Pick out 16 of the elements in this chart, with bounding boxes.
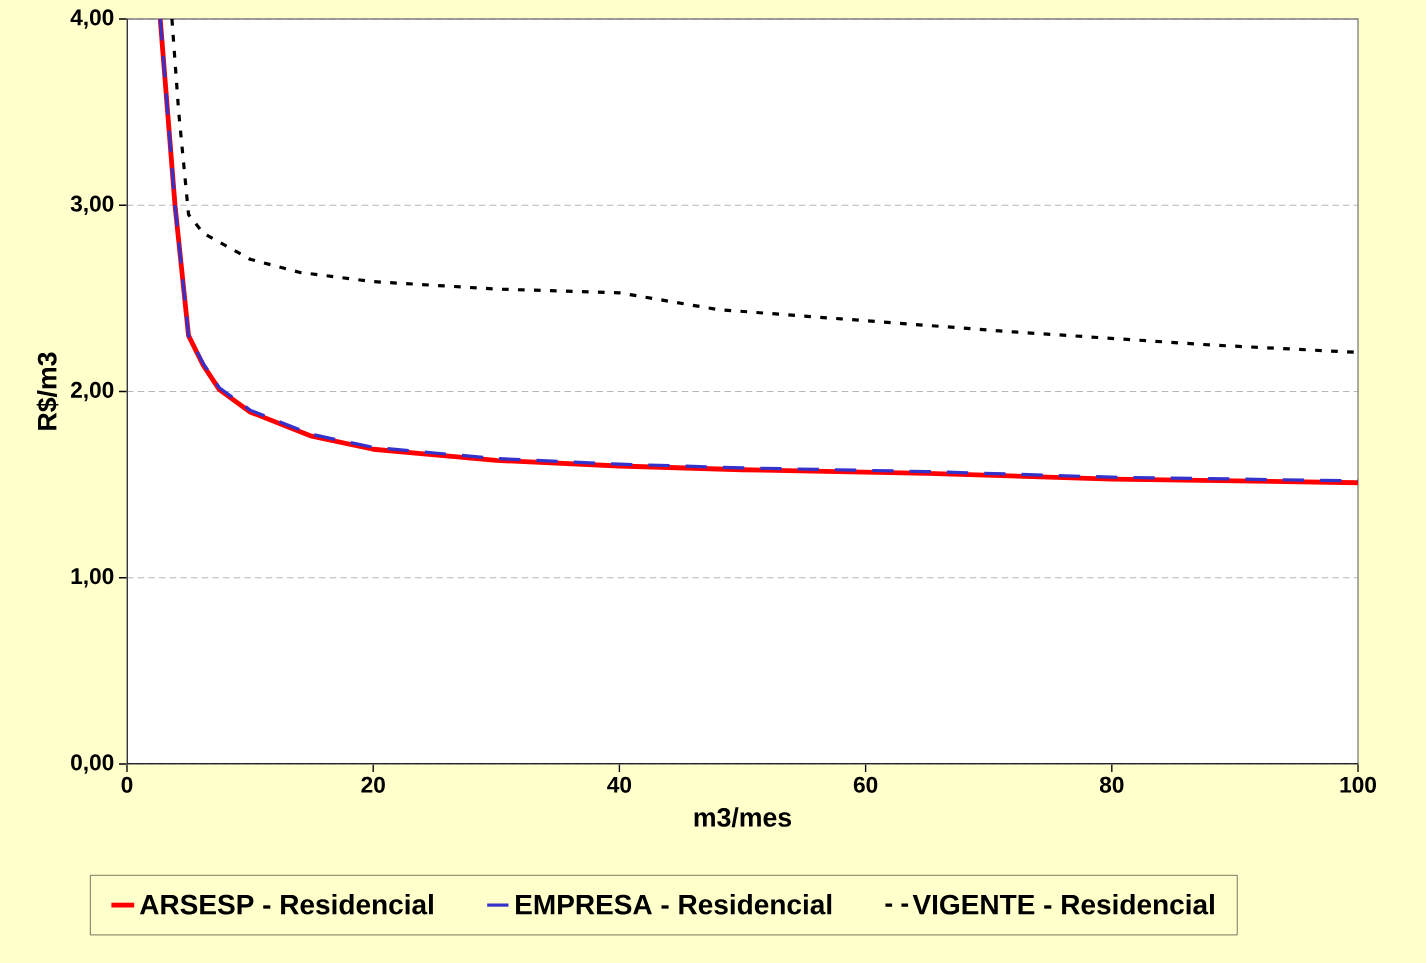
y-tick-label: 3,00 xyxy=(70,195,114,215)
legend-label: ARSESP - Residencial xyxy=(139,893,433,915)
y-tick-label: 2,00 xyxy=(70,381,114,402)
x-tick-label: 60 xyxy=(853,776,878,793)
x-tick-label: 40 xyxy=(607,776,632,793)
x-tick-label: 80 xyxy=(1099,776,1124,793)
y-tick-label: 1,00 xyxy=(71,568,114,588)
y-axis-title: R$/m3 xyxy=(36,352,59,430)
y-tick-label: 0,00 xyxy=(71,754,114,774)
x-tick-label: 100 xyxy=(1340,776,1376,793)
y-tick-label: 4,00 xyxy=(70,9,114,29)
x-tick-label: 20 xyxy=(361,776,385,793)
legend-label: VIGENTE - Residencial xyxy=(912,893,1214,915)
x-axis-title: m3/mes xyxy=(694,807,792,828)
x-tick-label: 0 xyxy=(121,776,133,793)
legend-label: EMPRESA - Residencial xyxy=(516,893,832,915)
